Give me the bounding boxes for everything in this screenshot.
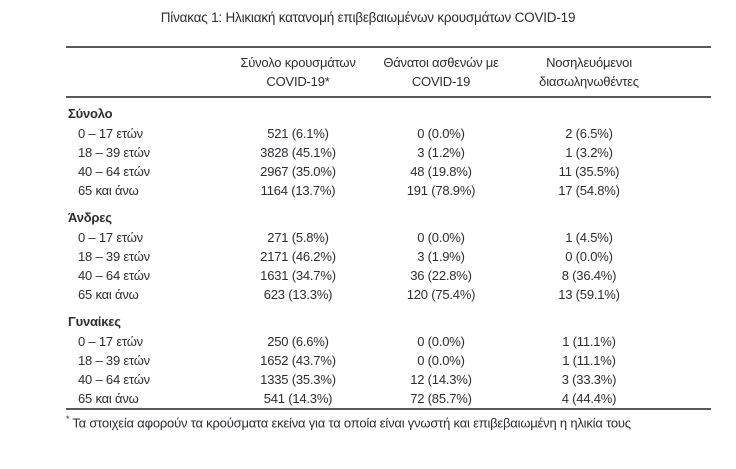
spacer-cell — [667, 143, 711, 162]
intubated-cell: 3 (33.3%) — [561, 372, 617, 387]
cases-cell: 2171 (46.2%) — [260, 249, 336, 264]
table-row: 0 – 17 ετών 250 (6.6%) 0 (0.0%) 1 (11.1%… — [66, 332, 711, 351]
deaths-cell: 0 (0.0%) — [417, 353, 465, 368]
cases-cell: 250 (6.6%) — [267, 334, 329, 349]
spacer-cell — [667, 370, 711, 389]
table-row: 0 – 17 ετών 271 (5.8%) 0 (0.0%) 1 (4.5%) — [66, 228, 711, 247]
table-row: 40 – 64 ετών 1631 (34.7%) 36 (22.8%) 8 (… — [66, 266, 711, 285]
deaths-cell: 36 (22.8%) — [410, 268, 472, 283]
table-row: 65 και άνω 541 (14.3%) 72 (85.7%) 4 (44.… — [66, 389, 711, 409]
spacer-cell — [667, 351, 711, 370]
cases-cell: 1631 (34.7%) — [260, 268, 336, 283]
column-header-line: διασωληνωθέντες — [539, 74, 639, 89]
intubated-cell: 2 (6.5%) — [565, 126, 613, 141]
column-header-intubated: Νοσηλευόμενοι διασωληνωθέντες — [511, 47, 667, 97]
table-row: 65 και άνω 623 (13.3%) 120 (75.4%) 13 (5… — [66, 285, 711, 304]
column-header-empty — [66, 47, 225, 97]
spacer-cell — [667, 124, 711, 143]
deaths-cell: 3 (1.2%) — [417, 145, 465, 160]
table-row: 40 – 64 ετών 1335 (35.3%) 12 (14.3%) 3 (… — [66, 370, 711, 389]
intubated-cell: 1 (4.5%) — [565, 230, 613, 245]
intubated-cell: 8 (36.4%) — [561, 268, 617, 283]
spacer-cell — [667, 247, 711, 266]
column-header-line: Θάνατοι ασθενών με — [383, 55, 499, 70]
column-header-line: Σύνολο κρουσμάτων — [240, 55, 356, 70]
spacer-cell — [667, 228, 711, 247]
intubated-cell: 0 (0.0%) — [565, 249, 613, 264]
column-header-line: Νοσηλευόμενοι — [546, 55, 632, 70]
intubated-cell: 11 (35.5%) — [558, 164, 620, 179]
section-row-total: Σύνολο — [66, 97, 711, 124]
spacer-cell — [667, 332, 711, 351]
age-group-label: 18 – 39 ετών — [78, 145, 150, 160]
age-group-label: 18 – 39 ετών — [78, 353, 150, 368]
cases-cell: 2967 (35.0%) — [260, 164, 336, 179]
deaths-cell: 191 (78.9%) — [406, 183, 476, 198]
table-title: Πίνακας 1: Ηλικιακή κατανομή επιβεβαιωμέ… — [160, 10, 576, 25]
age-group-label: 65 και άνω — [78, 183, 139, 198]
spacer-cell — [667, 162, 711, 181]
age-group-label: 0 – 17 ετών — [78, 334, 143, 349]
age-group-label: 40 – 64 ετών — [78, 372, 150, 387]
age-group-label: 40 – 64 ετών — [78, 164, 150, 179]
deaths-cell: 0 (0.0%) — [417, 126, 465, 141]
intubated-cell: 1 (11.1%) — [562, 353, 616, 368]
column-header-cases: Σύνολο κρουσμάτων COVID-19* — [225, 47, 371, 97]
column-header-line: COVID-19 — [411, 74, 471, 89]
deaths-cell: 48 (19.8%) — [410, 164, 472, 179]
deaths-cell: 12 (14.3%) — [410, 372, 472, 387]
intubated-cell: 4 (44.4%) — [561, 391, 617, 406]
age-group-label: 65 και άνω — [78, 287, 139, 302]
section-label: Γυναίκες — [68, 314, 121, 329]
cases-cell: 1164 (13.7%) — [260, 183, 336, 198]
table-body: Σύνολο 0 – 17 ετών 521 (6.1%) 0 (0.0%) 2… — [66, 97, 711, 409]
header-row: Σύνολο κρουσμάτων COVID-19* Θάνατοι ασθε… — [66, 47, 711, 97]
column-header-deaths: Θάνατοι ασθενών με COVID-19 — [371, 47, 511, 97]
page: Πίνακας 1: Ηλικιακή κατανομή επιβεβαιωμέ… — [0, 10, 736, 430]
table-header: Σύνολο κρουσμάτων COVID-19* Θάνατοι ασθε… — [66, 47, 711, 97]
intubated-cell: 17 (54.8%) — [558, 183, 620, 198]
deaths-cell: 120 (75.4%) — [406, 287, 476, 302]
deaths-cell: 0 (0.0%) — [417, 334, 465, 349]
table-row: 18 – 39 ετών 3828 (45.1%) 3 (1.2%) 1 (3.… — [66, 143, 711, 162]
column-header-spacer — [667, 47, 711, 97]
age-group-label: 40 – 64 ετών — [78, 268, 150, 283]
age-group-label: 0 – 17 ετών — [78, 126, 143, 141]
spacer-cell — [667, 285, 711, 304]
cases-cell: 3828 (45.1%) — [260, 145, 336, 160]
section-label: Άνδρες — [68, 210, 112, 225]
footnote: * Τα στοιχεία αφορούν τα κρούσματα εκείνα… — [66, 414, 711, 430]
column-header-line: COVID-19* — [266, 74, 330, 89]
table-row: 40 – 64 ετών 2967 (35.0%) 48 (19.8%) 11 … — [66, 162, 711, 181]
table-row: 65 και άνω 1164 (13.7%) 191 (78.9%) 17 (… — [66, 181, 711, 200]
spacer-cell — [667, 266, 711, 285]
spacer-cell — [667, 181, 711, 200]
age-group-label: 0 – 17 ετών — [78, 230, 143, 245]
cases-cell: 521 (6.1%) — [267, 126, 329, 141]
deaths-cell: 72 (85.7%) — [410, 391, 472, 406]
cases-cell: 1652 (43.7%) — [260, 353, 336, 368]
footnote-text: Τα στοιχεία αφορούν τα κρούσματα εκείνα … — [72, 415, 631, 431]
section-label: Σύνολο — [68, 106, 113, 121]
intubated-cell: 13 (59.1%) — [558, 287, 620, 302]
cases-cell: 623 (13.3%) — [263, 287, 333, 302]
table-row: 0 – 17 ετών 521 (6.1%) 0 (0.0%) 2 (6.5%) — [66, 124, 711, 143]
table-row: 18 – 39 ετών 2171 (46.2%) 3 (1.9%) 0 (0.… — [66, 247, 711, 266]
cases-cell: 1335 (35.3%) — [260, 372, 336, 387]
spacer-cell — [667, 389, 711, 409]
age-group-label: 18 – 39 ετών — [78, 249, 150, 264]
deaths-cell: 3 (1.9%) — [417, 249, 465, 264]
footnote-marker: * — [66, 414, 70, 424]
section-row-men: Άνδρες — [66, 200, 711, 228]
cases-cell: 541 (14.3%) — [263, 391, 333, 406]
deaths-cell: 0 (0.0%) — [417, 230, 465, 245]
intubated-cell: 1 (3.2%) — [565, 145, 613, 160]
covid-age-table: Σύνολο κρουσμάτων COVID-19* Θάνατοι ασθε… — [66, 46, 711, 410]
cases-cell: 271 (5.8%) — [267, 230, 329, 245]
age-group-label: 65 και άνω — [78, 391, 139, 406]
table-row: 18 – 39 ετών 1652 (43.7%) 0 (0.0%) 1 (11… — [66, 351, 711, 370]
intubated-cell: 1 (11.1%) — [562, 334, 616, 349]
section-row-women: Γυναίκες — [66, 304, 711, 332]
